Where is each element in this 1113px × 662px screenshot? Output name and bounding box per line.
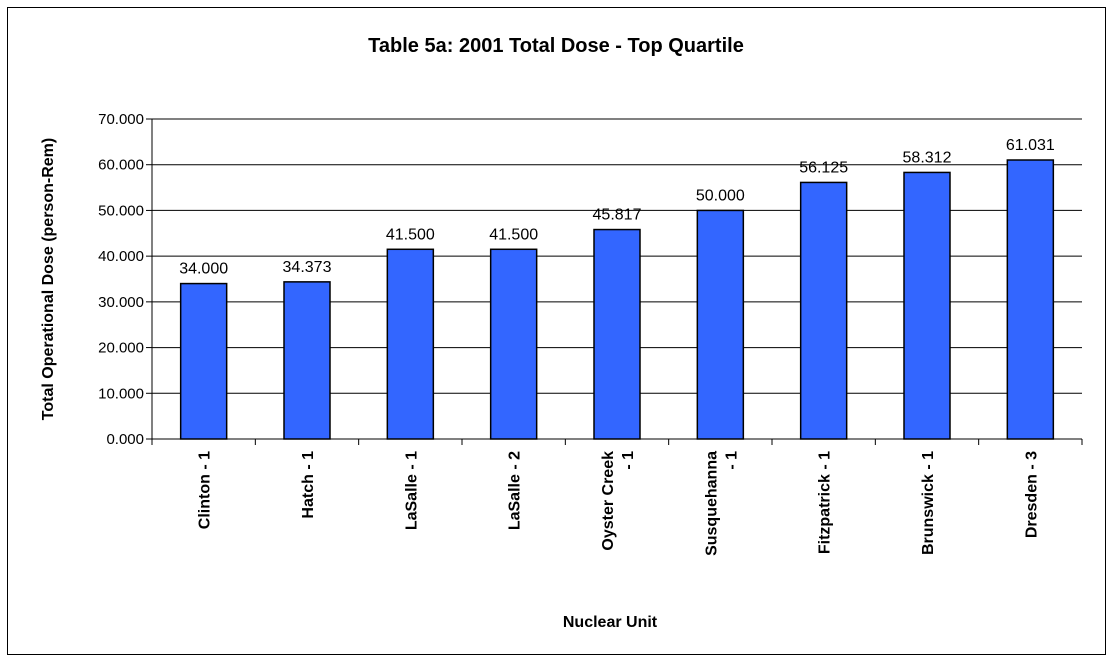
category-label-line: - 1 [620,451,637,470]
category-label: Clinton - 1 [197,451,214,529]
category-label: Fitzpatrick - 1 [817,451,834,554]
data-label: 56.125 [799,159,848,176]
bar [489,248,538,440]
data-label: 45.817 [593,207,642,224]
bar [903,171,951,440]
category-label-line: Susquehanna [703,451,720,556]
category-label-line: - 1 [723,451,740,470]
category-label: Hatch - 1 [300,451,317,519]
category-label-line: Brunswick - 1 [920,451,937,555]
category-label-line: Oyster Creek [600,451,617,551]
category-label: Oyster Creek - 1 [600,451,637,551]
data-label: 41.500 [489,226,538,243]
category-label: Dresden - 3 [1023,451,1040,538]
bar [1006,159,1055,440]
category-label: Brunswick - 1 [920,451,937,555]
y-tick-label: 60.000 [98,157,144,174]
data-label: 34.000 [179,261,228,278]
bar [179,282,228,440]
y-tick-label: 30.000 [98,294,144,311]
bars [179,159,1055,440]
y-tick-label: 50.000 [98,202,144,219]
category-label-line: Clinton - 1 [197,451,214,529]
chart-title: Table 5a: 2001 Total Dose - Top Quartile [368,35,744,57]
data-label: 41.500 [386,226,435,243]
data-label: 58.312 [903,149,952,166]
data-label: 50.000 [696,187,745,204]
bar [283,281,331,440]
axes [146,118,1083,445]
category-label-line: Hatch - 1 [300,451,317,519]
bar [696,209,745,440]
category-label: Susquehanna - 1 [703,451,740,556]
data-label: 34.373 [283,259,332,276]
x-axis-title: Nuclear Unit [563,614,658,631]
category-label-line: Fitzpatrick - 1 [817,451,834,554]
y-tick-label: 40.000 [98,248,144,265]
labels: 0.000 10.000 20.000 30.000 40.000 50.000 60.00… [98,111,1055,556]
bar [593,228,641,440]
y-tick-label: 70.000 [98,111,144,128]
y-tick-label: 20.000 [98,340,144,357]
category-label-line: Dresden - 3 [1023,451,1040,538]
category-label: LaSalle - 1 [403,451,420,530]
category-label: LaSalle - 2 [507,451,524,530]
y-tick-label: 10.000 [98,385,144,402]
bar [799,181,848,440]
y-tick-label: 0.000 [106,431,144,448]
data-label: 61.031 [1006,137,1055,154]
category-label-line: LaSalle - 2 [507,451,524,530]
bar [386,248,435,440]
category-label-line: LaSalle - 1 [403,451,420,530]
y-axis-title: Total Operational Dose (person-Rem) [40,138,57,420]
